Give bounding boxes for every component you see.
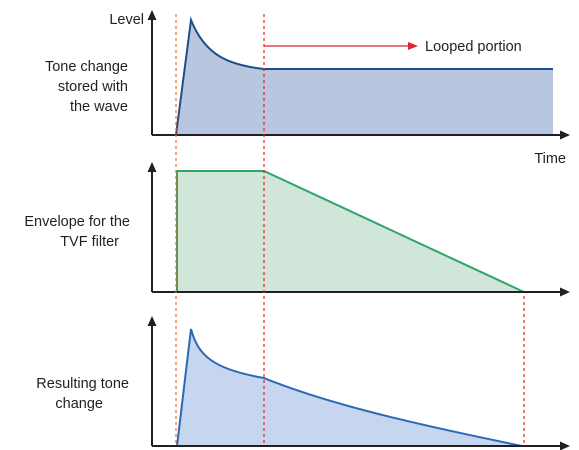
looped-arrow-head [408,42,418,50]
panel3-y-arrowhead [147,316,157,326]
guide-lines [175,14,525,446]
result-area [177,329,522,446]
level-axis-label: Level [109,12,144,28]
panel2-label-line1: Envelope for the [24,214,130,230]
tvf-envelope-area [177,171,524,292]
panel1-x-arrowhead [560,130,570,140]
panel1-label-line2: stored with [58,79,128,95]
panel1-label-line1: Tone change [45,59,128,75]
looped-portion-label: Looped portion [425,39,522,55]
panel1-label-line3: the wave [70,99,128,115]
panel1-y-arrowhead [147,10,157,20]
tone-wave-area [176,20,553,135]
panel2-y-arrowhead [147,162,157,172]
panel3-label-line2: change [55,396,103,412]
panel3-x-arrowhead [560,441,570,450]
tvf-envelope-curve [176,170,525,293]
panel-tone-wave [147,10,570,140]
looped-portion-arrow [264,42,418,50]
result-curve [176,328,523,447]
panel3-label-line1: Resulting tone [36,376,129,392]
panel2-x-arrowhead [560,287,570,297]
panel-tvf-envelope [147,162,570,297]
tone-wave-curve [175,16,553,136]
time-axis-label: Time [534,151,566,167]
panel2-label-line2: TVF filter [60,234,119,250]
panel-result [147,316,570,450]
